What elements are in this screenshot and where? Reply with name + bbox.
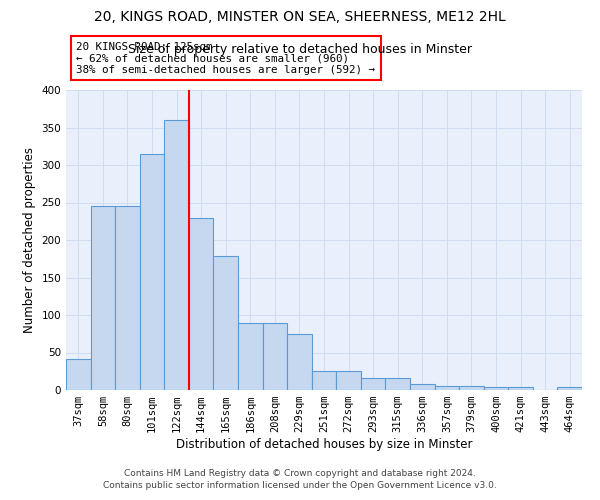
Bar bbox=[557, 387, 582, 390]
Y-axis label: Number of detached properties: Number of detached properties bbox=[23, 147, 36, 333]
Bar bbox=[508, 387, 533, 390]
Bar bbox=[484, 387, 508, 390]
Bar bbox=[336, 370, 361, 390]
Bar bbox=[385, 378, 410, 390]
Bar bbox=[263, 322, 287, 390]
Text: Contains HM Land Registry data © Crown copyright and database right 2024.
Contai: Contains HM Land Registry data © Crown c… bbox=[103, 468, 497, 490]
Bar bbox=[287, 334, 312, 390]
Bar bbox=[164, 120, 189, 390]
Bar bbox=[410, 384, 434, 390]
Bar bbox=[91, 206, 115, 390]
Text: 20, KINGS ROAD, MINSTER ON SEA, SHEERNESS, ME12 2HL: 20, KINGS ROAD, MINSTER ON SEA, SHEERNES… bbox=[94, 10, 506, 24]
Bar bbox=[361, 378, 385, 390]
Bar bbox=[434, 386, 459, 390]
X-axis label: Distribution of detached houses by size in Minster: Distribution of detached houses by size … bbox=[176, 438, 472, 451]
Bar bbox=[214, 256, 238, 390]
Text: 20 KINGS ROAD: 125sqm
← 62% of detached houses are smaller (960)
38% of semi-det: 20 KINGS ROAD: 125sqm ← 62% of detached … bbox=[76, 42, 376, 75]
Bar bbox=[66, 358, 91, 390]
Bar bbox=[459, 386, 484, 390]
Bar bbox=[312, 370, 336, 390]
Bar bbox=[238, 322, 263, 390]
Bar bbox=[189, 218, 214, 390]
Bar bbox=[115, 206, 140, 390]
Text: Size of property relative to detached houses in Minster: Size of property relative to detached ho… bbox=[128, 42, 472, 56]
Bar bbox=[140, 154, 164, 390]
